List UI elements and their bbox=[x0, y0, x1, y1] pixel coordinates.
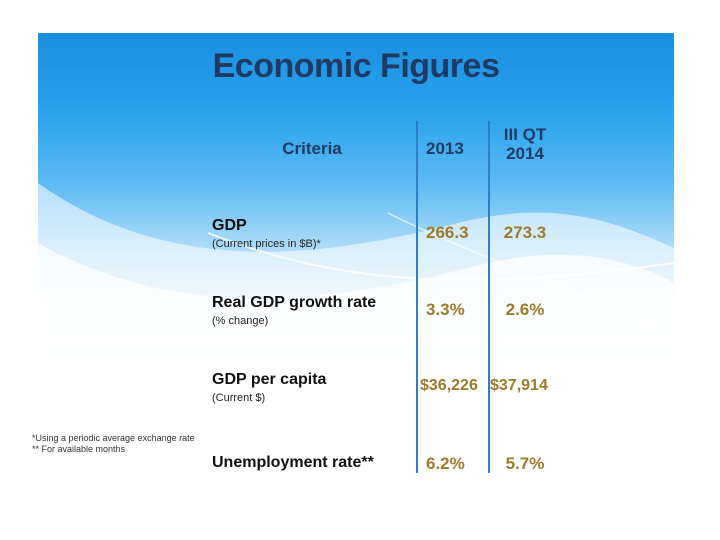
row-sublabel: (Current $) bbox=[212, 392, 266, 404]
page-title: Economic Figures bbox=[212, 47, 500, 85]
value-2013: 266.3 bbox=[416, 213, 489, 290]
slide: Economic Figures Criteria 2013 III QT 20… bbox=[38, 33, 674, 473]
row-label: Unemployment rate** bbox=[212, 454, 374, 471]
row-sublabel: (Current prices in $B)* bbox=[212, 238, 321, 250]
header-2014: 2014 bbox=[506, 144, 544, 163]
header-iii-qt-2014: III QT 2014 bbox=[488, 121, 560, 213]
row-sublabel: (% change) bbox=[212, 315, 269, 327]
figures-table: Criteria 2013 III QT 2014 GDP (Current p… bbox=[208, 121, 560, 473]
table-row: Real GDP growth rate (% change) 3.3% 2.6… bbox=[208, 290, 560, 367]
table-row: GDP per capita (Current $) $36,226 $37,9… bbox=[208, 367, 560, 444]
table-row: GDP (Current prices in $B)* 266.3 273.3 bbox=[208, 213, 560, 290]
header-criteria: Criteria bbox=[282, 139, 342, 158]
footnotes: *Using a periodic average exchange rate … bbox=[32, 433, 208, 455]
header-iii-qt: III QT bbox=[503, 125, 547, 144]
footnote: *Using a periodic average exchange rate bbox=[32, 433, 195, 443]
row-label: Real GDP growth rate bbox=[212, 294, 377, 311]
value-2013: $36,226 bbox=[416, 367, 489, 444]
table-row: Unemployment rate** 6.2% 5.7% bbox=[208, 444, 560, 473]
footnote: ** For available months bbox=[32, 444, 126, 454]
value-2013: 6.2% bbox=[416, 444, 489, 473]
row-label: GDP per capita bbox=[212, 371, 327, 388]
header-2013: 2013 bbox=[416, 121, 489, 213]
value-2014: 273.3 bbox=[488, 213, 560, 290]
value-2014: $37,914 bbox=[488, 367, 560, 444]
value-2014: 2.6% bbox=[488, 290, 560, 367]
row-label: GDP bbox=[212, 217, 247, 234]
value-2014: 5.7% bbox=[488, 444, 560, 473]
value-2013: 3.3% bbox=[416, 290, 489, 367]
